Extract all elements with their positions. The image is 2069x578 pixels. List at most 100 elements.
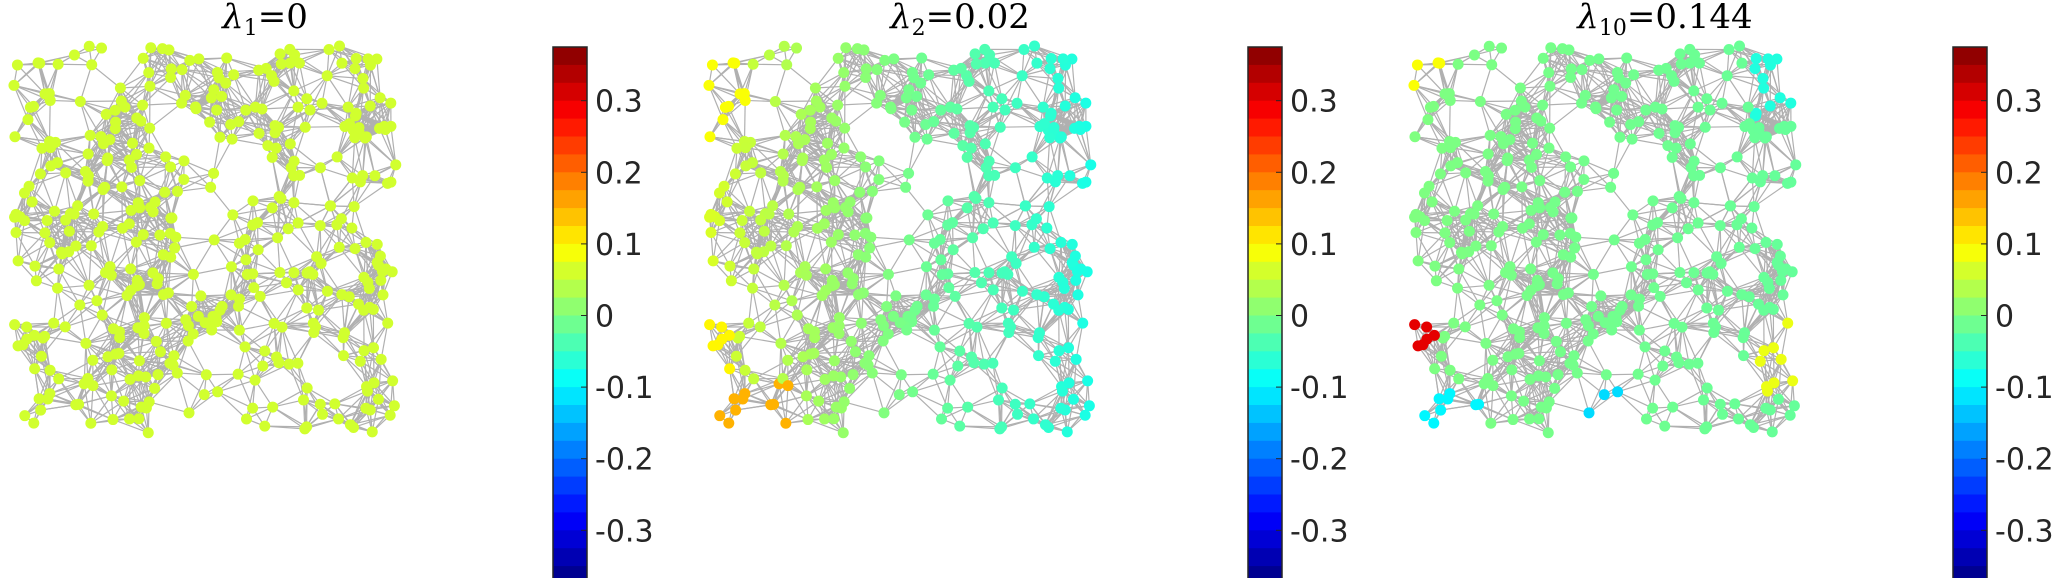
network-node — [360, 402, 372, 414]
network-node — [171, 185, 183, 197]
network-edge — [104, 186, 132, 211]
network-edge — [48, 100, 51, 142]
network-node — [272, 232, 284, 244]
network-node — [84, 129, 96, 141]
network-edge — [1014, 167, 1027, 207]
network-node — [336, 289, 348, 301]
network-edge — [118, 340, 157, 354]
network-node — [130, 148, 142, 160]
network-edge — [947, 272, 989, 275]
network-edge — [928, 74, 951, 108]
network-node — [176, 64, 188, 76]
network-edge — [192, 239, 215, 275]
network-node — [233, 237, 245, 249]
network-edge — [40, 404, 76, 411]
network-node — [10, 208, 22, 220]
network-node — [247, 402, 259, 414]
colorbar-segment — [553, 440, 587, 460]
network-node — [369, 170, 381, 182]
network-edge — [326, 75, 349, 108]
network-node — [260, 62, 272, 74]
network-node — [132, 197, 144, 209]
network-edge — [365, 136, 397, 166]
network-edge — [65, 172, 72, 214]
network-node — [131, 112, 143, 124]
network-edge — [213, 138, 233, 174]
network-node — [268, 317, 280, 329]
network-node — [228, 69, 240, 81]
network-node — [247, 195, 259, 207]
network-edge — [118, 351, 161, 354]
colorbar-segment — [553, 530, 587, 549]
colorbar-segment — [553, 476, 587, 495]
network-node — [48, 317, 60, 329]
network-node — [192, 310, 204, 322]
network-node — [45, 160, 57, 172]
network-node — [354, 176, 366, 188]
network-node — [331, 151, 343, 163]
network-edge — [14, 136, 50, 143]
network-edge — [32, 106, 51, 142]
network-node — [240, 254, 252, 266]
network-node — [268, 75, 280, 87]
network-edge — [13, 85, 29, 120]
colorbar-tick-label: 0.1 — [595, 228, 643, 263]
network-node — [165, 71, 177, 83]
network-node — [99, 181, 111, 193]
network-edge — [171, 179, 185, 219]
network-node — [298, 394, 310, 406]
network-node — [374, 250, 386, 262]
network-node — [314, 398, 326, 410]
colorbar-segment — [553, 351, 587, 370]
network-node — [299, 423, 311, 435]
network-edge — [320, 167, 353, 179]
network-node — [284, 138, 296, 150]
network-node — [333, 413, 345, 425]
network-node — [144, 80, 156, 92]
network-edge — [319, 167, 332, 207]
panel-1: λ1=0 0.30.20.10-0.1-0.2-0.3 — [8, 0, 654, 578]
network-node — [274, 48, 286, 60]
panel-1-title: λ1=0 — [220, 0, 308, 41]
network-node — [10, 227, 22, 239]
network-node — [53, 263, 65, 275]
network-node — [160, 151, 172, 163]
network-edge — [277, 237, 295, 273]
network-node — [91, 295, 103, 307]
network-node — [204, 116, 216, 128]
network-node — [348, 201, 360, 213]
network-edge — [743, 100, 746, 142]
network-node — [338, 350, 350, 362]
network-node — [225, 261, 237, 273]
network-node — [56, 248, 68, 260]
colorbar-segment — [553, 136, 587, 155]
network-node — [183, 407, 195, 419]
network-edge — [288, 363, 305, 401]
network-edge — [258, 70, 263, 110]
network-node — [107, 414, 119, 426]
colorbar-segment — [553, 566, 587, 578]
network-node — [34, 57, 46, 69]
network-node — [143, 142, 155, 154]
network-node — [35, 404, 47, 416]
network-node — [123, 218, 135, 230]
network-edge — [254, 70, 260, 108]
colorbar-segment — [553, 548, 587, 567]
network-node — [382, 317, 394, 329]
network-edge — [39, 173, 56, 212]
network-edge — [65, 314, 103, 328]
network-node — [101, 155, 113, 167]
network-edge — [293, 202, 321, 227]
network-node — [193, 53, 205, 65]
network-edge — [286, 282, 328, 292]
network-edge — [312, 246, 340, 275]
network-node — [390, 159, 402, 171]
network-node — [292, 217, 304, 229]
network-node — [248, 282, 260, 294]
network-node — [252, 244, 264, 256]
network-node — [138, 328, 150, 340]
network-edge — [28, 148, 43, 187]
network-node — [115, 95, 127, 107]
network-node — [354, 355, 366, 367]
